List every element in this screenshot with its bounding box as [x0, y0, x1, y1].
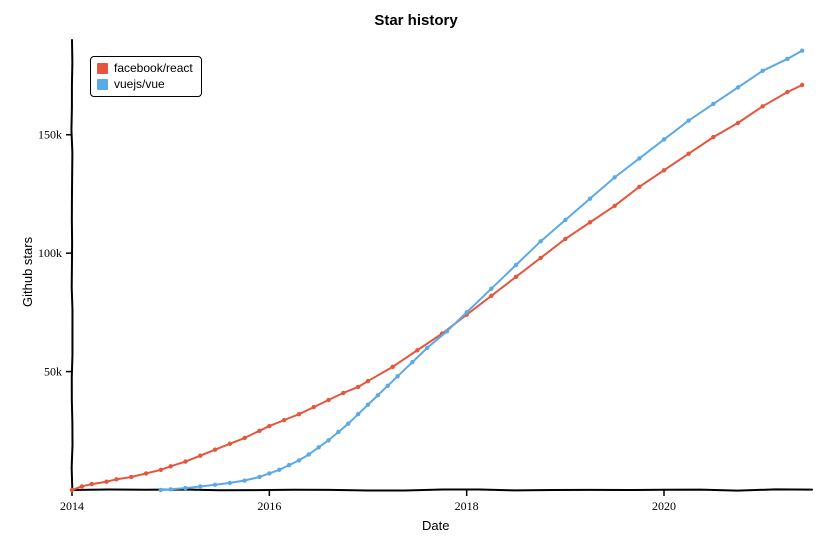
legend-label: facebook/react — [114, 61, 193, 77]
legend-swatch — [97, 79, 108, 90]
series-marker — [366, 403, 370, 407]
series-marker — [90, 482, 94, 486]
series-marker — [711, 102, 715, 106]
series-marker — [425, 346, 429, 350]
series-marker — [514, 275, 518, 279]
series-marker — [228, 481, 232, 485]
chart-title: Star history — [0, 12, 832, 29]
series-line — [72, 85, 802, 490]
series-marker — [415, 348, 419, 352]
series-marker — [326, 398, 330, 402]
series-marker — [282, 418, 286, 422]
series-marker — [144, 471, 148, 475]
series-marker — [563, 218, 567, 222]
series-marker — [312, 405, 316, 409]
series-marker — [242, 478, 246, 482]
plot-area: 2014 2016 2018 2020 50k 100k 150k — [22, 35, 817, 520]
legend: facebook/reactvuejs/vue — [90, 56, 202, 97]
series-marker — [104, 480, 108, 484]
series-marker — [346, 421, 350, 425]
series-marker — [736, 121, 740, 125]
series-marker — [395, 374, 399, 378]
series-marker — [538, 256, 542, 260]
series-marker — [213, 448, 217, 452]
series-marker — [242, 436, 246, 440]
series-line — [161, 51, 802, 490]
series-marker — [514, 263, 518, 267]
legend-label: vuejs/vue — [114, 77, 165, 93]
series-marker — [686, 118, 690, 122]
series-marker — [159, 488, 163, 492]
series-marker — [366, 379, 370, 383]
series-marker — [390, 365, 394, 369]
series-marker — [297, 458, 301, 462]
series-marker — [307, 452, 311, 456]
series-marker — [183, 486, 187, 490]
series-marker — [445, 329, 449, 333]
series-marker — [800, 83, 804, 87]
x-tick-label: 2014 — [60, 499, 84, 513]
y-tick-label: 100k — [38, 246, 62, 260]
series-marker — [686, 151, 690, 155]
series-marker — [168, 464, 172, 468]
x-axis-label: Date — [422, 518, 449, 533]
x-tick-label: 2016 — [257, 499, 281, 513]
series-marker — [326, 438, 330, 442]
legend-item: facebook/react — [97, 61, 193, 77]
series-marker — [336, 430, 340, 434]
y-tick-label: 150k — [38, 128, 62, 142]
series-marker — [489, 294, 493, 298]
series-marker — [410, 360, 414, 364]
series-marker — [183, 459, 187, 463]
series-marker — [277, 468, 281, 472]
x-tick-label: 2020 — [652, 499, 676, 513]
series-marker — [538, 239, 542, 243]
legend-swatch — [97, 63, 108, 74]
series-marker — [662, 137, 666, 141]
series-marker — [356, 412, 360, 416]
chart-container: Star history Github stars Date 201420162… — [0, 0, 832, 550]
series-marker — [376, 393, 380, 397]
series-marker — [213, 483, 217, 487]
series-marker — [80, 484, 84, 488]
series-marker — [760, 104, 764, 108]
series-marker — [267, 424, 271, 428]
series-marker — [297, 412, 301, 416]
series-marker — [356, 385, 360, 389]
series-marker — [612, 204, 616, 208]
series-marker — [464, 310, 468, 314]
series-marker — [159, 468, 163, 472]
y-tick-label: 50k — [44, 365, 62, 379]
x-tick-label: 2018 — [455, 499, 479, 513]
series-marker — [637, 185, 641, 189]
series-marker — [257, 475, 261, 479]
legend-item: vuejs/vue — [97, 77, 193, 93]
series-marker — [129, 475, 133, 479]
series-marker — [637, 156, 641, 160]
series-marker — [662, 168, 666, 172]
series-marker — [785, 57, 789, 61]
series-marker — [588, 196, 592, 200]
series-marker — [198, 484, 202, 488]
series-marker — [612, 175, 616, 179]
series-marker — [386, 384, 390, 388]
series-marker — [257, 429, 261, 433]
series-marker — [489, 286, 493, 290]
series-marker — [267, 471, 271, 475]
series-marker — [114, 477, 118, 481]
series-marker — [198, 453, 202, 457]
series-marker — [736, 85, 740, 89]
series-marker — [785, 90, 789, 94]
series-marker — [287, 463, 291, 467]
series-marker — [70, 488, 74, 492]
series-marker — [588, 220, 592, 224]
series-marker — [760, 69, 764, 73]
series-marker — [711, 135, 715, 139]
series-marker — [168, 487, 172, 491]
series-marker — [316, 445, 320, 449]
series-marker — [228, 442, 232, 446]
series-marker — [341, 391, 345, 395]
series-marker — [563, 237, 567, 241]
series-marker — [800, 48, 804, 52]
